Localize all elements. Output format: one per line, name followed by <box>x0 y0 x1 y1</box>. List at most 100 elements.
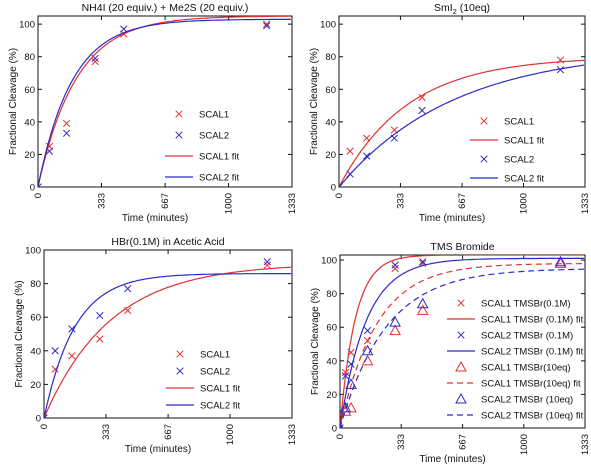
legend-label: SCAL1 fit <box>200 384 240 395</box>
data-point <box>124 284 132 293</box>
data-point <box>96 311 104 320</box>
x-tick-label: 1333 <box>580 434 591 455</box>
legend-label: SCAL2 <box>199 131 229 142</box>
legend-label: SCAL1 fit <box>504 136 544 147</box>
legend-label: SCAL1 TMSBr(10eq) fit <box>481 379 581 390</box>
legend-label: SCAL2 TMSBr (0.1M) <box>481 331 573 342</box>
x-tick-label: 1000 <box>519 434 530 455</box>
legend-label: SCAL1 fit <box>199 152 239 163</box>
x-tick-label: 333 <box>101 424 112 440</box>
y-tick-label: 60 <box>30 313 41 324</box>
data-point <box>340 405 352 416</box>
fit-line-7 <box>340 268 585 428</box>
y-tick-label: 100 <box>25 246 41 257</box>
data-point <box>340 424 344 428</box>
data-point <box>416 297 429 309</box>
x-tick-label: 333 <box>395 193 406 209</box>
y-tick-label: 20 <box>24 150 35 161</box>
x-tick-label: 0 <box>335 434 346 439</box>
data-point <box>91 57 99 66</box>
data-point <box>38 183 42 187</box>
x-tick-label: 667 <box>160 193 171 209</box>
data-point <box>263 20 271 28</box>
data-point <box>263 22 271 30</box>
chart-panel-1: NH4I (20 equiv.) + Me2S (20 equiv.) 0 333 6… <box>8 2 298 224</box>
legend: SCAL1 SCAL2 SCAL1 fit SCAL2 fit <box>166 350 240 412</box>
legend-label: SCAL2 fit <box>200 401 240 412</box>
legend-marker <box>480 155 488 163</box>
y-tick-label: 60 <box>24 85 35 96</box>
y-axis-label: Fractional Cleavage (%) <box>8 48 19 155</box>
x-tick-label: 333 <box>96 193 107 209</box>
legend-marker <box>455 392 467 404</box>
y-tick-label: 20 <box>326 390 337 401</box>
data-point <box>68 325 76 333</box>
legend: SCAL1 SCAL1 fit SCAL2 SCAL2 fit <box>470 117 544 185</box>
legend-label: SCAL2 TMSBr (0.1M) fit <box>481 347 584 358</box>
y-tick-label: 40 <box>24 117 35 128</box>
y-tick-label: 40 <box>326 356 337 367</box>
legend-marker <box>176 367 184 375</box>
x-axis-label: Time (minutes) <box>122 213 188 224</box>
data-point <box>391 261 399 269</box>
data-point <box>340 401 352 413</box>
legend-label: SCAL2 <box>200 367 230 378</box>
data-point <box>556 66 565 74</box>
y-tick-label: 60 <box>326 323 337 334</box>
data-point <box>389 316 401 327</box>
x-tick-label: 667 <box>457 193 468 209</box>
legend-label: SCAL1 <box>200 350 230 361</box>
data-point <box>340 421 344 428</box>
data-point <box>391 264 399 273</box>
x-tick-label: 1000 <box>519 193 530 214</box>
fit-line-3 <box>38 18 291 187</box>
data-point <box>416 304 429 315</box>
y-tick-label: 20 <box>325 150 336 161</box>
fit-line-2 <box>38 16 291 187</box>
data-point <box>263 261 271 269</box>
data-point <box>62 119 71 128</box>
x-tick-label: 667 <box>458 434 469 450</box>
plot-frame <box>43 249 293 419</box>
fit-line-2 <box>44 266 292 418</box>
legend-label: SCAL2 TMSBr (10eq) <box>481 395 573 406</box>
data-point <box>68 352 76 360</box>
fit-line-2 <box>339 59 585 187</box>
y-tick-label: 100 <box>320 20 336 31</box>
legend: SCAL1 SCAL2 SCAL1 fit SCAL2 fit <box>165 110 239 184</box>
legend-label: SCAL2 fit <box>199 173 239 184</box>
data-point <box>62 129 71 137</box>
x-tick-label: 667 <box>163 424 174 440</box>
x-tick-label: 0 <box>334 193 345 198</box>
data-point <box>44 414 48 418</box>
legend-marker <box>175 131 183 139</box>
x-tick-label: 1333 <box>287 193 298 214</box>
fit-line-1 <box>340 255 585 428</box>
plot-area <box>44 258 292 418</box>
legend-label: SCAL1 TMSBr (0.1M) fit <box>481 315 584 326</box>
data-point <box>363 152 371 160</box>
legend-label: SCAL2 TMSBr (10eq) fit <box>481 411 584 422</box>
data-point <box>120 25 128 33</box>
chart-panel-4: TMS Bromide 0 333 667 1000 1333 0 20 40 60 80 100 Ti… <box>310 241 591 465</box>
y-tick-label: 100 <box>321 256 337 267</box>
plot-frame <box>339 254 586 429</box>
legend-label: SCAL1 TMSBr(0.1M) <box>481 299 571 310</box>
x-tick-label: 1333 <box>287 424 298 445</box>
plot-area <box>38 16 291 187</box>
plot-area <box>340 255 585 428</box>
y-axis-label: Fractional Cleavage (%) <box>309 48 320 155</box>
chart-title: NH4I (20 equiv.) + Me2S (20 equiv.) <box>82 2 249 14</box>
legend-marker <box>457 331 465 339</box>
legend-label: SCAL1 <box>199 110 229 121</box>
x-tick-label: 0 <box>39 424 50 429</box>
chart-title: SmI2 (10eq) <box>434 2 490 16</box>
y-axis-label: Fractional Cleavage (%) <box>310 288 321 395</box>
y-tick-label: 0 <box>332 424 337 435</box>
fit-line-3 <box>339 64 585 187</box>
data-point <box>96 335 104 343</box>
data-point <box>363 326 372 335</box>
y-tick-label: 40 <box>30 346 41 357</box>
data-point <box>341 372 350 380</box>
legend-marker <box>455 360 467 372</box>
